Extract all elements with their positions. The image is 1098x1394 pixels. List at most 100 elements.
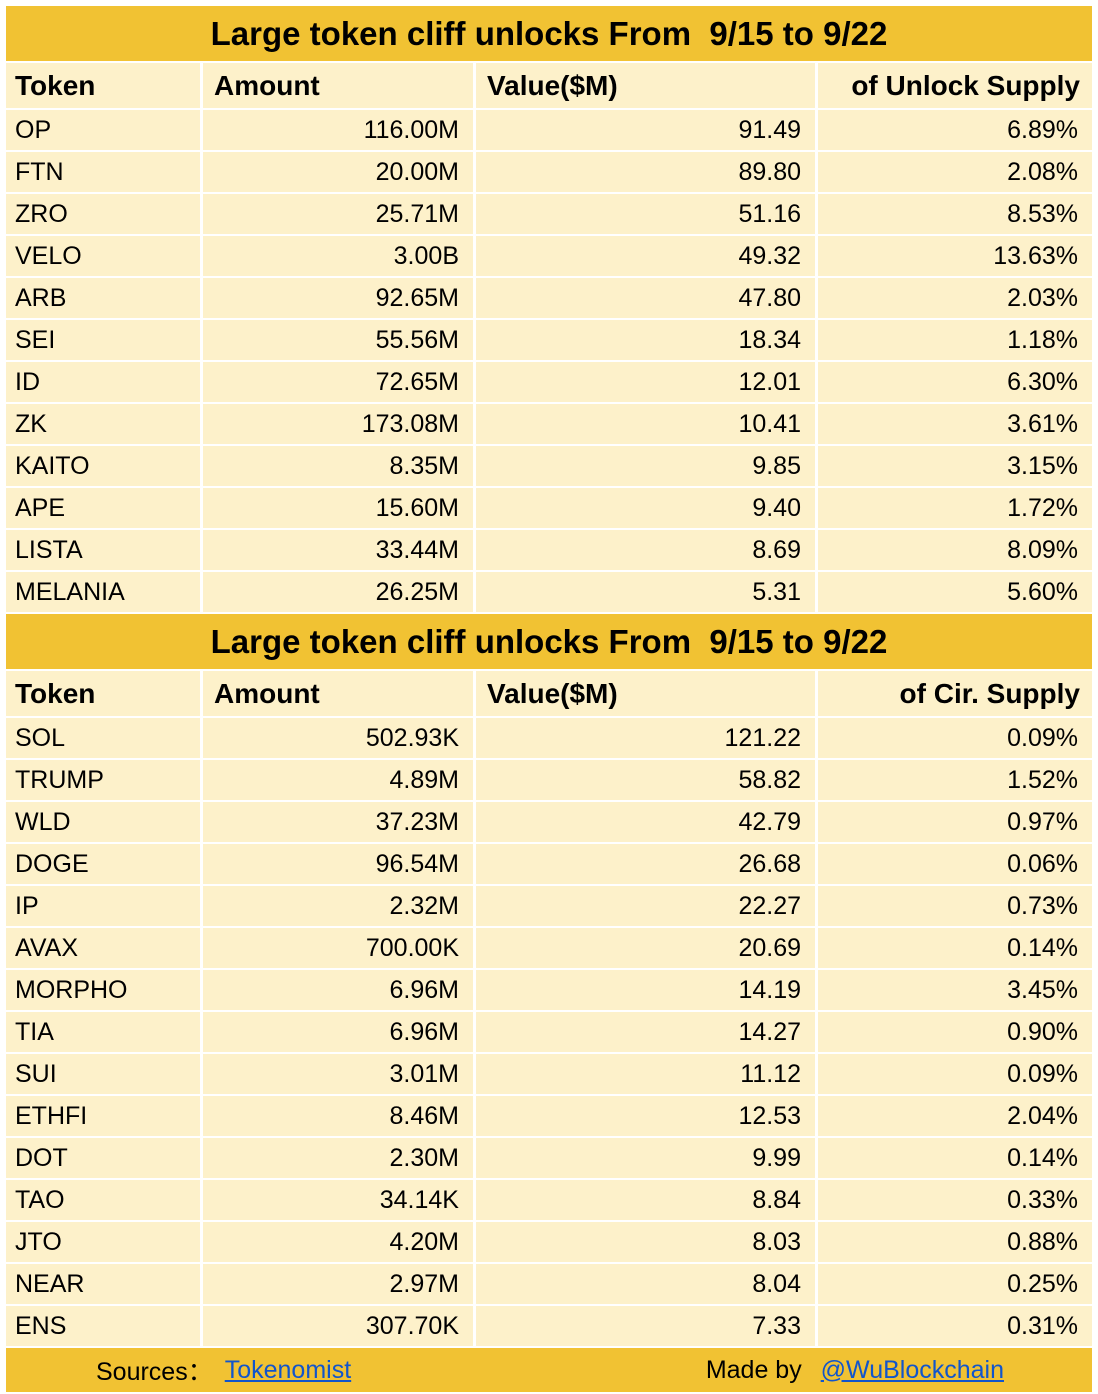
token-cell: TRUMP — [6, 760, 203, 800]
supply-cell: 5.60% — [1007, 577, 1078, 606]
supply-cell: 0.33% — [1007, 1185, 1078, 1214]
table-row: ZRO 25.71M 51.16 8.53% — [6, 192, 1092, 234]
token-cell: ZK — [6, 404, 203, 444]
sources-label: Sources： — [96, 1358, 213, 1386]
amount-cell: 25.71M — [203, 194, 476, 234]
table-row: SOL 502.93K 121.22 0.09% — [6, 716, 1092, 758]
token-cell: NEAR — [6, 1264, 203, 1304]
value-cell: 51.16 — [476, 194, 818, 234]
token-cell: SEI — [6, 320, 203, 360]
amount-cell: 8.35M — [203, 446, 476, 486]
column-header-value: Value($M) — [476, 63, 818, 108]
table-row: ID 72.65M 12.01 6.30% — [6, 360, 1092, 402]
supply-cell: 13.63% — [993, 241, 1078, 270]
amount-cell: 4.20M — [203, 1222, 476, 1262]
value-cell: 89.80 — [476, 152, 818, 192]
table-title: Large token cliff unlocks From 9/15 to 9… — [6, 4, 1092, 61]
table-row: SEI 55.56M 18.34 1.18% — [6, 318, 1092, 360]
supply-cell: 0.09% — [1007, 723, 1078, 752]
table-body: SOL 502.93K 121.22 0.09% TRUMP 4.89M 58.82 1.52… — [6, 716, 1092, 1346]
supply-cell: 6.30% — [1007, 367, 1078, 396]
amount-cell: 33.44M — [203, 530, 476, 570]
amount-cell: 307.70K — [203, 1306, 476, 1346]
token-cell: MELANIA — [6, 572, 203, 612]
amount-cell: 55.56M — [203, 320, 476, 360]
amount-cell: 15.60M — [203, 488, 476, 528]
token-cell: ETHFI — [6, 1096, 203, 1136]
value-cell: 42.79 — [476, 802, 818, 842]
value-cell: 9.99 — [476, 1138, 818, 1178]
token-cell: AVAX — [6, 928, 203, 968]
amount-cell: 26.25M — [203, 572, 476, 612]
amount-cell: 6.96M — [203, 1012, 476, 1052]
table-row: MORPHO 6.96M 14.19 3.45% — [6, 968, 1092, 1010]
column-header-supply: of Unlock Supply — [851, 69, 1080, 101]
tokenomist-link[interactable]: Tokenomist — [224, 1355, 352, 1384]
token-cell: ENS — [6, 1306, 203, 1346]
amount-cell: 2.97M — [203, 1264, 476, 1304]
supply-cell: 0.88% — [1007, 1227, 1078, 1256]
value-cell: 58.82 — [476, 760, 818, 800]
amount-cell: 3.01M — [203, 1054, 476, 1094]
value-cell: 26.68 — [476, 844, 818, 884]
table-row: DOGE 96.54M 26.68 0.06% — [6, 842, 1092, 884]
table-row: NEAR 2.97M 8.04 0.25% — [6, 1262, 1092, 1304]
token-cell: SUI — [6, 1054, 203, 1094]
table-row: AVAX 700.00K 20.69 0.14% — [6, 926, 1092, 968]
amount-cell: 96.54M — [203, 844, 476, 884]
token-cell: FTN — [6, 152, 203, 192]
supply-cell: 3.15% — [1007, 451, 1078, 480]
column-header-amount: Amount — [203, 671, 476, 716]
value-cell: 49.32 — [476, 236, 818, 276]
amount-cell: 2.32M — [203, 886, 476, 926]
supply-cell: 8.09% — [1007, 535, 1078, 564]
table-row: JTO 4.20M 8.03 0.88% — [6, 1220, 1092, 1262]
supply-cell: 0.14% — [1007, 933, 1078, 962]
amount-cell: 72.65M — [203, 362, 476, 402]
value-cell: 9.40 — [476, 488, 818, 528]
table-row: ZK 173.08M 10.41 3.61% — [6, 402, 1092, 444]
cir-supply-table: Large token cliff unlocks From 9/15 to 9… — [6, 612, 1092, 1346]
table-row: ARB 92.65M 47.80 2.03% — [6, 276, 1092, 318]
value-cell: 121.22 — [476, 718, 818, 758]
table-row: MELANIA 26.25M 5.31 5.60% — [6, 570, 1092, 612]
token-cell: TAO — [6, 1180, 203, 1220]
table-row: LISTA 33.44M 8.69 8.09% — [6, 528, 1092, 570]
value-cell: 18.34 — [476, 320, 818, 360]
table-header-row: Token Amount Value($M) of Cir. Supply — [6, 669, 1092, 716]
table-row: SUI 3.01M 11.12 0.09% — [6, 1052, 1092, 1094]
token-cell: SOL — [6, 718, 203, 758]
supply-cell: 0.09% — [1007, 1059, 1078, 1088]
table-title: Large token cliff unlocks From 9/15 to 9… — [6, 612, 1092, 669]
made-by-label: Made by — [705, 1355, 809, 1384]
token-cell: LISTA — [6, 530, 203, 570]
value-cell: 9.85 — [476, 446, 818, 486]
token-cell: ARB — [6, 278, 203, 318]
amount-cell: 116.00M — [203, 110, 476, 150]
wublockchain-link[interactable]: @WuBlockchain — [820, 1355, 1004, 1384]
table-row: TAO 34.14K 8.84 0.33% — [6, 1178, 1092, 1220]
table-row: APE 15.60M 9.40 1.72% — [6, 486, 1092, 528]
column-header-value: Value($M) — [476, 671, 818, 716]
supply-cell: 2.04% — [1007, 1101, 1078, 1130]
table-row: IP 2.32M 22.27 0.73% — [6, 884, 1092, 926]
supply-cell: 0.25% — [1007, 1269, 1078, 1298]
value-cell: 12.01 — [476, 362, 818, 402]
table-row: TIA 6.96M 14.27 0.90% — [6, 1010, 1092, 1052]
value-cell: 91.49 — [476, 110, 818, 150]
value-cell: 47.80 — [476, 278, 818, 318]
column-header-token: Token — [6, 671, 203, 716]
table-row: OP 116.00M 91.49 6.89% — [6, 108, 1092, 150]
supply-cell: 0.73% — [1007, 891, 1078, 920]
amount-cell: 34.14K — [203, 1180, 476, 1220]
amount-cell: 700.00K — [203, 928, 476, 968]
table-row: ETHFI 8.46M 12.53 2.04% — [6, 1094, 1092, 1136]
value-cell: 8.04 — [476, 1264, 818, 1304]
token-cell: VELO — [6, 236, 203, 276]
token-cell: MORPHO — [6, 970, 203, 1010]
token-cell: KAITO — [6, 446, 203, 486]
supply-cell: 2.03% — [1007, 283, 1078, 312]
supply-cell: 0.97% — [1007, 807, 1078, 836]
table-row: ENS 307.70K 7.33 0.31% — [6, 1304, 1092, 1346]
